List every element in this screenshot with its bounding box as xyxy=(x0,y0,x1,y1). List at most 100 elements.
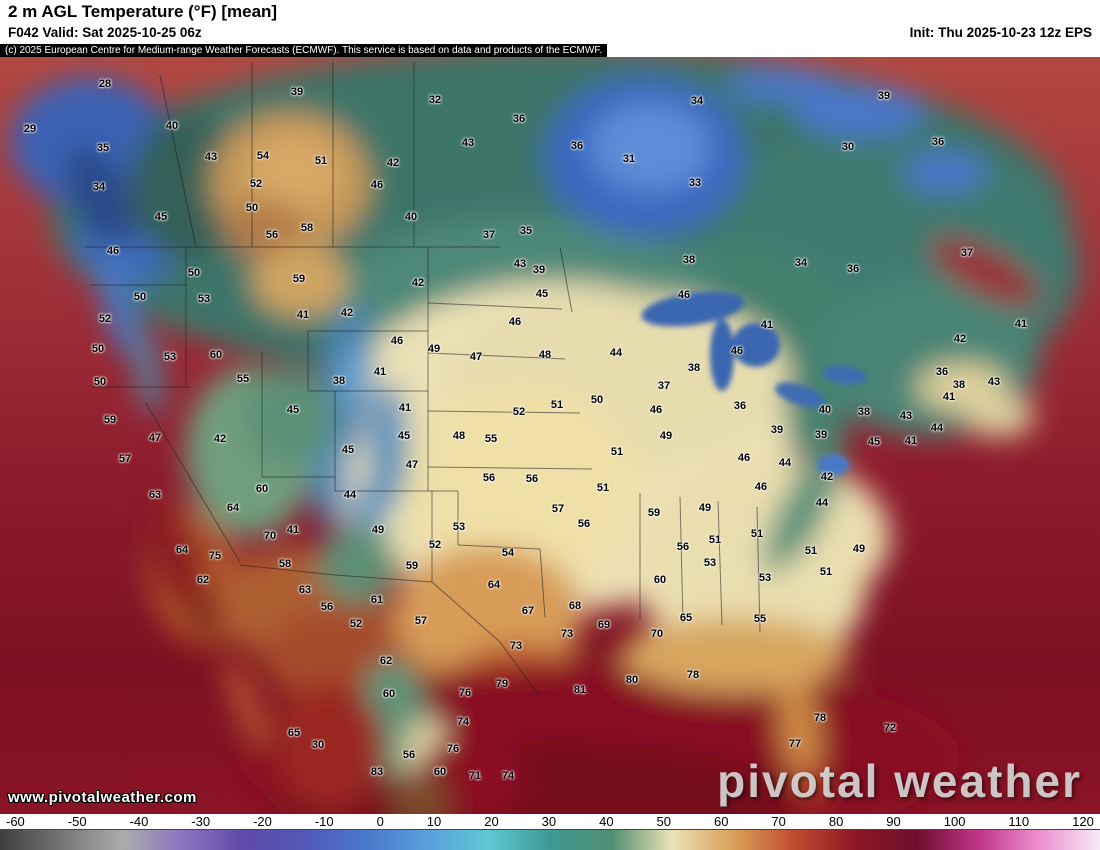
colorbar-tick: -30 xyxy=(191,814,211,829)
temperature-values-layer: 28 39 32 34 39 29 40 35 36 43 36 31 30 36 43 54 51 42 34 52… xyxy=(0,57,1100,814)
temp-value: 46 xyxy=(370,179,384,191)
colorbar-tick: 100 xyxy=(943,814,966,829)
temp-value: 71 xyxy=(468,770,482,782)
temp-value: 36 xyxy=(935,366,949,378)
temp-value: 46 xyxy=(754,481,768,493)
temp-value: 46 xyxy=(730,345,744,357)
colorbar-tick-labels: -60 -50 -40 -30 -20 -10 0 10 20 30 40 50 60 70 80 90 100… xyxy=(0,814,1100,829)
temp-value: 51 xyxy=(550,399,564,411)
temp-value: 83 xyxy=(370,766,384,778)
temp-value: 57 xyxy=(551,503,565,515)
temp-value: 45 xyxy=(397,430,411,442)
init-time-label: Init: Thu 2025-10-23 12z EPS xyxy=(909,25,1092,40)
temp-value: 55 xyxy=(484,433,498,445)
temp-value: 70 xyxy=(263,530,277,542)
temp-value: 36 xyxy=(931,136,945,148)
temp-value: 41 xyxy=(398,402,412,414)
temp-value: 42 xyxy=(953,333,967,345)
colorbar-tick: 60 xyxy=(713,814,729,829)
temp-value: 64 xyxy=(226,502,240,514)
temp-value: 53 xyxy=(452,521,466,533)
temp-value: 63 xyxy=(148,489,162,501)
temp-value: 28 xyxy=(98,78,112,90)
temp-value: 42 xyxy=(340,307,354,319)
temp-value: 35 xyxy=(96,142,110,154)
temp-value: 42 xyxy=(411,277,425,289)
temp-value: 30 xyxy=(841,141,855,153)
temp-value: 56 xyxy=(676,541,690,553)
colorbar-tick: -60 xyxy=(6,814,25,829)
colorbar-tick: -40 xyxy=(129,814,149,829)
temp-value: 56 xyxy=(482,472,496,484)
temperature-field-blobs xyxy=(10,57,1080,814)
temp-value: 78 xyxy=(686,669,700,681)
copyright-bar: (c) 2025 European Centre for Medium-rang… xyxy=(0,44,608,57)
temp-value: 53 xyxy=(758,572,772,584)
colorbar-tick: 120 xyxy=(1072,814,1094,829)
temp-value: 41 xyxy=(904,435,918,447)
temp-value: 51 xyxy=(804,545,818,557)
temp-value: 44 xyxy=(609,347,623,359)
temp-value: 32 xyxy=(428,94,442,106)
temp-value: 49 xyxy=(698,502,712,514)
temp-value: 41 xyxy=(296,309,310,321)
colorbar-gradient xyxy=(0,829,1100,850)
temp-value: 77 xyxy=(788,738,802,750)
temp-value: 46 xyxy=(649,404,663,416)
temp-value: 45 xyxy=(535,288,549,300)
temp-value: 47 xyxy=(469,351,483,363)
temp-value: 56 xyxy=(402,749,416,761)
temp-value: 49 xyxy=(659,430,673,442)
temp-value: 74 xyxy=(501,770,515,782)
colorbar-tick: 20 xyxy=(484,814,499,829)
temp-value: 40 xyxy=(404,211,418,223)
temp-value: 38 xyxy=(952,379,966,391)
temp-value: 43 xyxy=(204,151,218,163)
valid-time-label: F042 Valid: Sat 2025-10-25 06z xyxy=(8,25,202,40)
temp-value: 50 xyxy=(91,343,105,355)
temp-value: 37 xyxy=(657,380,671,392)
temp-value: 59 xyxy=(647,507,661,519)
brand-watermark: pivotal weather xyxy=(717,755,1082,807)
site-watermark: www.pivotalweather.com xyxy=(8,789,197,806)
temp-value: 35 xyxy=(519,225,533,237)
temp-value: 52 xyxy=(428,539,442,551)
temp-value: 52 xyxy=(249,178,263,190)
temp-value: 74 xyxy=(456,716,470,728)
temp-value: 73 xyxy=(509,640,523,652)
temp-value: 51 xyxy=(708,534,722,546)
temp-value: 49 xyxy=(427,343,441,355)
temp-value: 52 xyxy=(98,313,112,325)
temp-value: 52 xyxy=(512,406,526,418)
temp-value: 39 xyxy=(532,264,546,276)
temp-value: 45 xyxy=(154,211,168,223)
temp-value: 51 xyxy=(314,155,328,167)
temp-value: 46 xyxy=(677,289,691,301)
temp-value: 34 xyxy=(794,257,808,269)
temperature-map: 28 39 32 34 39 29 40 35 36 43 36 31 30 36 43 54 51 42 34 52… xyxy=(0,57,1100,814)
temp-value: 45 xyxy=(341,444,355,456)
temp-value: 43 xyxy=(513,258,527,270)
temp-value: 62 xyxy=(379,655,393,667)
temp-value: 79 xyxy=(495,678,509,690)
temp-value: 43 xyxy=(987,376,1001,388)
temp-value: 55 xyxy=(236,373,250,385)
temp-value: 37 xyxy=(482,229,496,241)
temp-value: 38 xyxy=(857,406,871,418)
temp-value: 57 xyxy=(414,615,428,627)
map-header: 2 m AGL Temperature (°F) [mean] F042 Val… xyxy=(0,0,1100,57)
colorbar-tick: -10 xyxy=(314,814,334,829)
temp-value: 37 xyxy=(960,247,974,259)
colorbar-tick: 70 xyxy=(771,814,786,829)
temp-value: 61 xyxy=(370,594,384,606)
temp-value: 68 xyxy=(568,600,582,612)
temp-value: 81 xyxy=(573,684,587,696)
temp-value: 44 xyxy=(930,422,944,434)
temp-value: 60 xyxy=(382,688,396,700)
temp-value: 45 xyxy=(286,404,300,416)
temp-value: 52 xyxy=(349,618,363,630)
temp-value: 39 xyxy=(877,90,891,102)
temp-value: 36 xyxy=(512,113,526,125)
temp-value: 50 xyxy=(93,376,107,388)
temp-value: 65 xyxy=(679,612,693,624)
